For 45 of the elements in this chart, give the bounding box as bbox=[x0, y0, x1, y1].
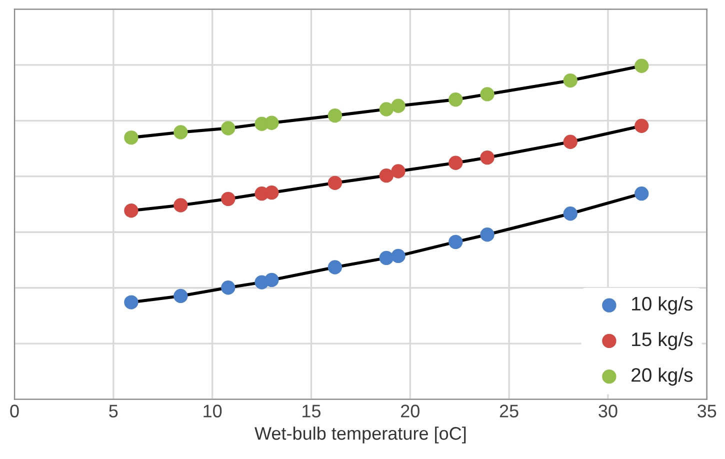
point bbox=[379, 168, 394, 183]
point bbox=[124, 203, 138, 218]
point bbox=[480, 150, 494, 165]
point bbox=[264, 116, 279, 130]
point bbox=[391, 164, 406, 178]
point bbox=[563, 73, 578, 88]
point bbox=[391, 98, 406, 113]
point bbox=[264, 185, 279, 200]
point bbox=[174, 198, 188, 212]
x-tick-label: 25 bbox=[500, 404, 518, 418]
point bbox=[221, 280, 236, 295]
x-axis-title: Wet-bulb temperature [oC] bbox=[254, 426, 466, 444]
legend-label: 20 kg/s bbox=[632, 368, 693, 386]
point bbox=[379, 250, 394, 266]
legend-label: 10 kg/s bbox=[632, 296, 693, 314]
point bbox=[634, 186, 649, 201]
point bbox=[563, 134, 578, 149]
point bbox=[448, 156, 463, 170]
x-tick-label: 30 bbox=[598, 404, 618, 418]
point bbox=[221, 121, 236, 136]
point bbox=[448, 92, 463, 107]
point bbox=[391, 248, 406, 264]
point bbox=[124, 295, 138, 310]
point bbox=[174, 125, 188, 140]
x-tick-label: 15 bbox=[302, 404, 321, 418]
x-tick-label: 0 bbox=[10, 404, 19, 418]
point bbox=[328, 108, 342, 123]
point bbox=[328, 260, 342, 274]
point bbox=[448, 234, 463, 250]
point bbox=[174, 288, 188, 304]
x-tick-label: 10 bbox=[204, 404, 222, 418]
point bbox=[634, 58, 649, 73]
x-tick-label: 35 bbox=[698, 404, 716, 418]
x-tick-label: 5 bbox=[109, 404, 118, 418]
point bbox=[379, 102, 394, 116]
point bbox=[221, 192, 236, 206]
legend-label: 15 kg/s bbox=[632, 332, 693, 350]
point bbox=[634, 118, 649, 133]
point bbox=[328, 176, 342, 190]
point bbox=[563, 206, 578, 221]
point bbox=[124, 130, 138, 145]
point bbox=[480, 87, 494, 102]
point bbox=[264, 272, 279, 288]
x-tick-label: 20 bbox=[401, 404, 420, 418]
point bbox=[480, 228, 494, 242]
